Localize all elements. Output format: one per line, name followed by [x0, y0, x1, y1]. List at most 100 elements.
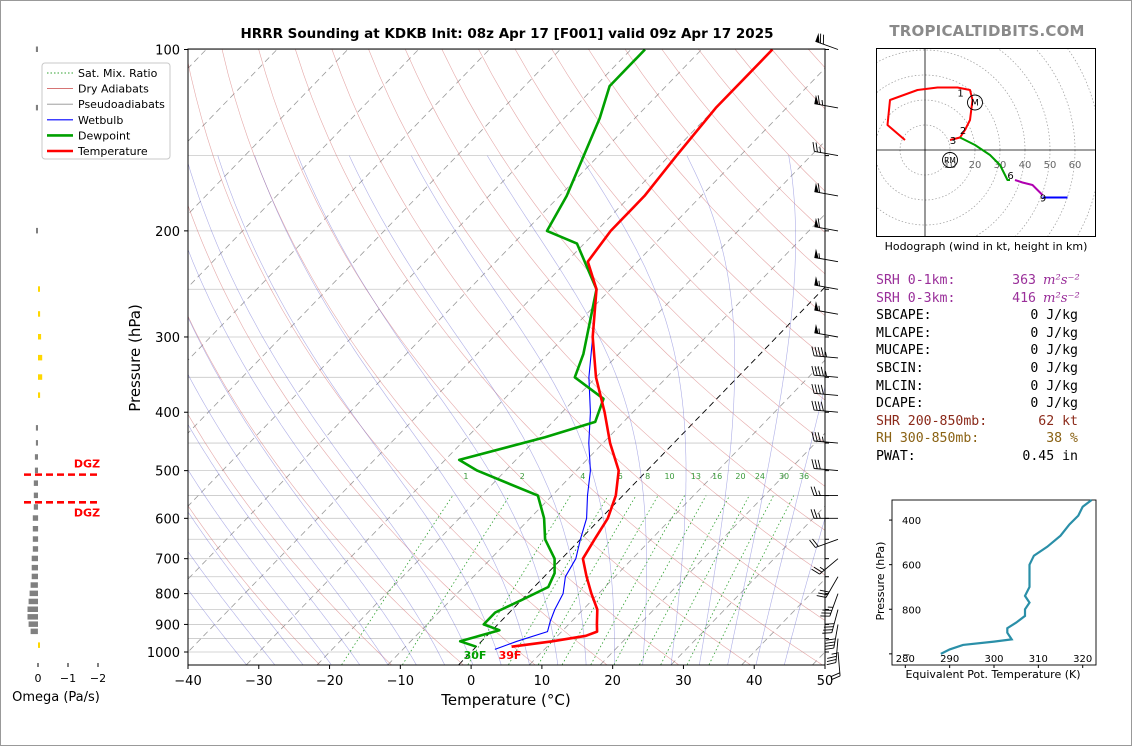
- isotherm-line: [246, 67, 825, 665]
- omega-bar: [38, 392, 41, 398]
- omega-bar: [32, 526, 39, 532]
- hodograph-height-label: 3: [950, 136, 956, 147]
- mixing-ratio-label: 13: [691, 472, 701, 481]
- x-tick-label: 40: [746, 674, 763, 689]
- pseudo-adiabat-line: [784, 516, 825, 665]
- wind-barb-staff: [814, 355, 839, 359]
- wind-barb-full: [824, 623, 835, 625]
- theta-e-y-tick-label: 600: [902, 561, 921, 572]
- y-tick-label: 400: [155, 406, 180, 421]
- dry-adiabat-line: [188, 315, 464, 665]
- theta-e-line: [940, 499, 1093, 655]
- wind-barb-half: [818, 328, 821, 334]
- wind-barb-staff: [829, 593, 839, 617]
- wind-barb: [810, 509, 838, 519]
- wind-barb-full: [822, 632, 832, 634]
- pseudo-adiabat-line: [411, 155, 615, 665]
- isotherm-line: [529, 359, 825, 665]
- parameter-label: SBCIN:: [876, 360, 924, 376]
- theta-e-x-tick-label: 300: [984, 654, 1003, 665]
- mixing-ratio-label: 20: [735, 472, 745, 481]
- y-tick-label: 800: [155, 588, 180, 603]
- mixing-ratio-line: [561, 495, 659, 665]
- pseudo-adiabat-line: [727, 155, 796, 665]
- omega-bar: [32, 546, 39, 552]
- theta-e-y-tick-label: −: [902, 650, 910, 661]
- surface-dewpoint-label: 30F: [464, 649, 487, 662]
- pseudo-adiabat-line: [188, 511, 304, 665]
- y-tick-label: 100: [155, 44, 180, 59]
- theta-e-x-tick-label: 320: [1073, 654, 1092, 665]
- parameter-value: 0.45 in: [1022, 448, 1078, 464]
- omega-bar: [28, 598, 38, 605]
- wind-barb-full: [817, 95, 821, 105]
- wind-barb-staff: [825, 576, 839, 598]
- omega-bar: [33, 504, 38, 510]
- omega-bar: [30, 628, 38, 635]
- wind-barb-full: [811, 383, 815, 394]
- temperature-line: [511, 49, 774, 648]
- wind-barb-full: [814, 384, 818, 394]
- isotherm-line: [188, 49, 561, 434]
- mixing-ratio-line: [613, 495, 707, 665]
- legend-box: [41, 62, 171, 160]
- omega-bar: [27, 606, 38, 612]
- pseudo-adiabat-line: [217, 155, 502, 665]
- mixing-ratio-label: 2: [520, 472, 525, 481]
- parameter-value: 0 J/kg: [1030, 378, 1078, 394]
- wind-barb-full: [811, 365, 815, 376]
- theta-e-x-label: Equivalent Pot. Temperature (K): [905, 668, 1081, 681]
- parameter-value: 0 J/kg: [1030, 308, 1078, 324]
- parameter-label: RH 300-850mb:: [876, 431, 980, 447]
- dry-adiabat-line: [188, 60, 607, 665]
- mixing-ratio-label: 30: [779, 472, 789, 481]
- parameter-row: PWAT: 0.45 in: [876, 448, 1126, 466]
- wind-barb-staff: [815, 538, 839, 548]
- omega-bar: [35, 440, 38, 446]
- wind-barb-full: [823, 626, 834, 628]
- wind-barb: [820, 593, 839, 617]
- omega-bar: [31, 573, 38, 580]
- wind-barb-full: [813, 509, 818, 519]
- dry-adiabat-line: [441, 49, 825, 487]
- hodograph-ring: [1034, 48, 1076, 237]
- wind-barb-staff: [835, 638, 839, 663]
- y-tick-label: 600: [155, 512, 180, 527]
- wind-barb: [811, 431, 839, 444]
- x-tick-label: −20: [316, 674, 343, 689]
- parameter-value: 416: [1012, 290, 1036, 306]
- theta-e-x-tick-label: 310: [1029, 654, 1048, 665]
- y-tick-label: 500: [155, 465, 180, 480]
- wind-barb-half: [821, 436, 824, 442]
- dry-adiabat-line: [258, 49, 751, 665]
- omega-bar: [35, 425, 38, 431]
- wind-barb-full: [813, 486, 818, 496]
- wind-barb-half: [818, 305, 821, 312]
- mixing-ratio-label: 8: [645, 472, 650, 481]
- pseudo-adiabat-line: [188, 248, 445, 665]
- dry-adiabat-line: [515, 49, 825, 401]
- omega-bar: [33, 492, 38, 499]
- storm-motion-marker: [967, 94, 983, 111]
- hodograph-segment-6-9km: [1014, 179, 1044, 196]
- theta-e-y-tick-label: 400: [902, 516, 921, 527]
- legend-entry-label: Temperature: [77, 145, 148, 158]
- parameter-value: 0 J/kg: [1030, 360, 1078, 376]
- wind-barb-full: [820, 366, 824, 377]
- mixing-ratio-label: 24: [755, 472, 765, 481]
- omega-bar: [34, 467, 38, 474]
- wind-barb-half: [819, 566, 825, 571]
- parameter-unit: m²s⁻²: [1043, 290, 1080, 306]
- wind-barb-full: [814, 459, 818, 469]
- isotherm-line: [188, 49, 490, 361]
- dry-adiabat-line: [331, 49, 825, 621]
- wind-barb-full: [819, 589, 830, 593]
- legend-entry-label: Pseudoadiabats: [78, 98, 165, 111]
- wind-barb-full: [817, 366, 821, 376]
- x-tick-label: 30: [675, 674, 692, 689]
- parameter-label: SRH 0-1km:: [876, 273, 956, 288]
- x-tick-label: 0: [467, 674, 475, 689]
- wind-barb-full: [820, 384, 824, 395]
- wind-barb: [814, 323, 839, 338]
